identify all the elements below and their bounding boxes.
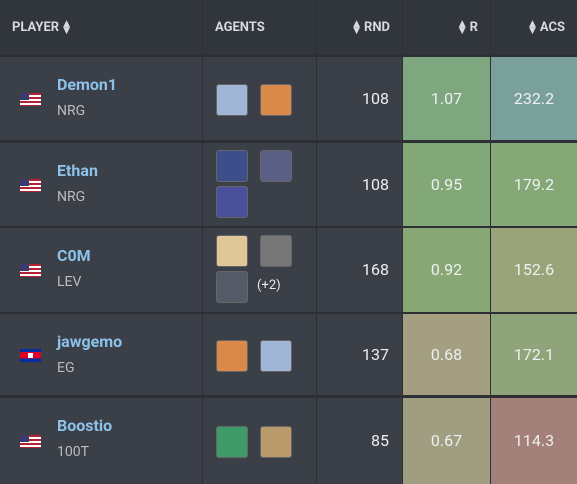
agent-icon xyxy=(216,186,248,218)
agent-icon xyxy=(216,271,248,303)
player-name[interactable]: Demon1 xyxy=(57,75,118,94)
flag-icon xyxy=(20,178,41,192)
rating: 0.95 xyxy=(430,174,463,194)
agent-icon xyxy=(216,83,248,116)
flag-canton xyxy=(20,92,29,100)
team-name: LEV xyxy=(57,274,82,290)
team-name: NRG xyxy=(57,189,86,205)
table-cell xyxy=(317,228,402,312)
table-cell xyxy=(403,398,490,484)
table-cell xyxy=(491,398,577,484)
flag-canton xyxy=(20,264,29,271)
agent-icon xyxy=(260,235,292,267)
table-cell xyxy=(491,143,577,226)
table-cell xyxy=(317,314,402,395)
player-name[interactable]: jawgemo xyxy=(57,332,123,351)
sort-icon: ▲ ▼ xyxy=(63,18,71,36)
acs: 179.2 xyxy=(513,174,555,194)
agent-icon xyxy=(216,150,248,182)
flag-icon xyxy=(20,435,41,448)
rounds: 168 xyxy=(362,260,389,279)
table-cell xyxy=(317,143,402,226)
rating: 0.68 xyxy=(430,344,463,364)
player-name[interactable]: Ethan xyxy=(57,161,98,180)
table-cell xyxy=(403,143,490,226)
column-header[interactable]: AGENTS xyxy=(203,0,316,55)
header-label: AGENTS xyxy=(215,20,265,35)
agent-icon xyxy=(260,83,292,116)
rating: 0.67 xyxy=(430,431,463,450)
flag-canton xyxy=(20,178,29,186)
header-label: ACS xyxy=(539,20,565,35)
rating: 1.07 xyxy=(430,88,463,108)
acs: 232.2 xyxy=(513,88,555,108)
rounds: 108 xyxy=(362,88,389,108)
flag-emblem xyxy=(28,352,33,358)
agent-icon xyxy=(260,426,292,458)
table-cell xyxy=(317,57,402,140)
table-cell xyxy=(491,57,577,140)
agent-icon xyxy=(260,150,292,182)
acs: 172.1 xyxy=(513,344,555,364)
agent-icon xyxy=(216,235,248,267)
column-header[interactable]: ▲ ▼ ACS xyxy=(491,0,577,55)
flag-icon xyxy=(20,348,41,362)
acs: 152.6 xyxy=(513,260,555,279)
agent-icon xyxy=(216,339,248,372)
agent-icon xyxy=(216,426,248,458)
table-cell xyxy=(403,57,490,140)
team-name: NRG xyxy=(57,103,86,119)
sort-icon: ▲ ▼ xyxy=(528,18,536,36)
flag-icon xyxy=(20,264,41,277)
player-name[interactable]: Boostio xyxy=(57,416,113,435)
team-name: 100T xyxy=(57,444,89,460)
column-header[interactable]: PLAYER ▲ ▼ xyxy=(0,0,202,55)
table-cell xyxy=(403,314,490,395)
rounds: 137 xyxy=(362,344,389,364)
player-name[interactable]: C0M xyxy=(57,246,91,265)
sort-icon: ▲ ▼ xyxy=(458,18,466,36)
header-label: R xyxy=(469,20,478,35)
rounds: 108 xyxy=(362,174,389,194)
rating: 0.92 xyxy=(430,260,463,279)
table-cell xyxy=(491,228,577,312)
column-header[interactable]: ▲ ▼ R xyxy=(403,0,490,55)
sort-icon: ▲ ▼ xyxy=(353,18,361,36)
table-cell xyxy=(317,398,402,484)
table-cell xyxy=(491,314,577,395)
agent-icon xyxy=(260,339,292,372)
column-header[interactable]: ▲ ▼ RND xyxy=(317,0,402,55)
acs: 114.3 xyxy=(513,431,555,450)
more-agents: (+2) xyxy=(257,278,281,293)
rounds: 85 xyxy=(371,431,389,450)
table-cell xyxy=(403,228,490,312)
header-label: RND xyxy=(364,20,390,35)
team-name: EG xyxy=(57,360,75,376)
header-label: PLAYER xyxy=(12,20,60,35)
flag-canton xyxy=(20,435,29,442)
flag-icon xyxy=(20,92,41,106)
